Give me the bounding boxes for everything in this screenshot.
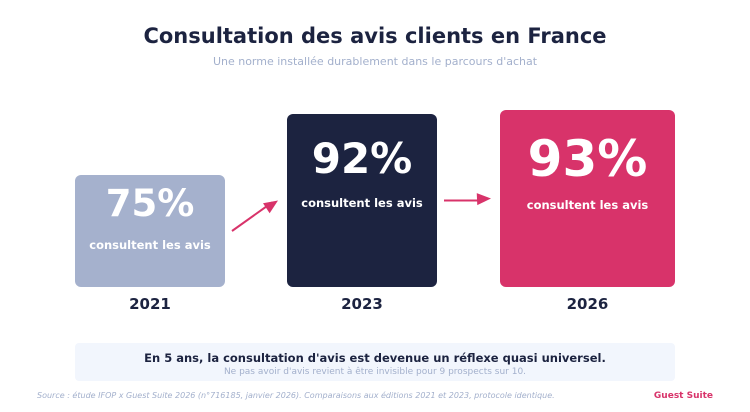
year-label-2026: 2026	[566, 295, 609, 313]
bar-value-label: 75%	[105, 182, 195, 225]
bar-value-label: 93%	[527, 130, 648, 188]
callout-sub-text: Ne pas avoir d'avis revient à être invis…	[223, 367, 527, 377]
bar-value-label: 92%	[311, 134, 413, 183]
bar-2026: 93% consultent les avis	[500, 110, 675, 287]
bar-caption: consultent les avis	[89, 238, 211, 252]
callout-box: En 5 ans, la consultation d'avis est dev…	[75, 343, 675, 381]
chart-title: Consultation des avis clients en France	[143, 24, 607, 48]
brand-logo-text: Guest Suite	[653, 391, 713, 401]
source-note: Source : étude IFOP x Guest Suite 2026 (…	[37, 391, 555, 400]
callout-main-text: En 5 ans, la consultation d'avis est dev…	[144, 351, 606, 365]
arrow-head	[263, 200, 278, 214]
year-label-2021: 2021	[129, 295, 171, 313]
bar-2023: 92% consultent les avis	[287, 114, 437, 287]
bar-caption: consultent les avis	[301, 196, 423, 210]
arrow-line	[231, 201, 273, 232]
bar-2021: 75% consultent les avis	[75, 175, 225, 287]
bar-caption: consultent les avis	[526, 198, 649, 212]
year-label-2023: 2023	[341, 295, 383, 313]
chart-subtitle: Une norme installée durablement dans le …	[212, 55, 538, 68]
arrow-head	[476, 193, 491, 206]
